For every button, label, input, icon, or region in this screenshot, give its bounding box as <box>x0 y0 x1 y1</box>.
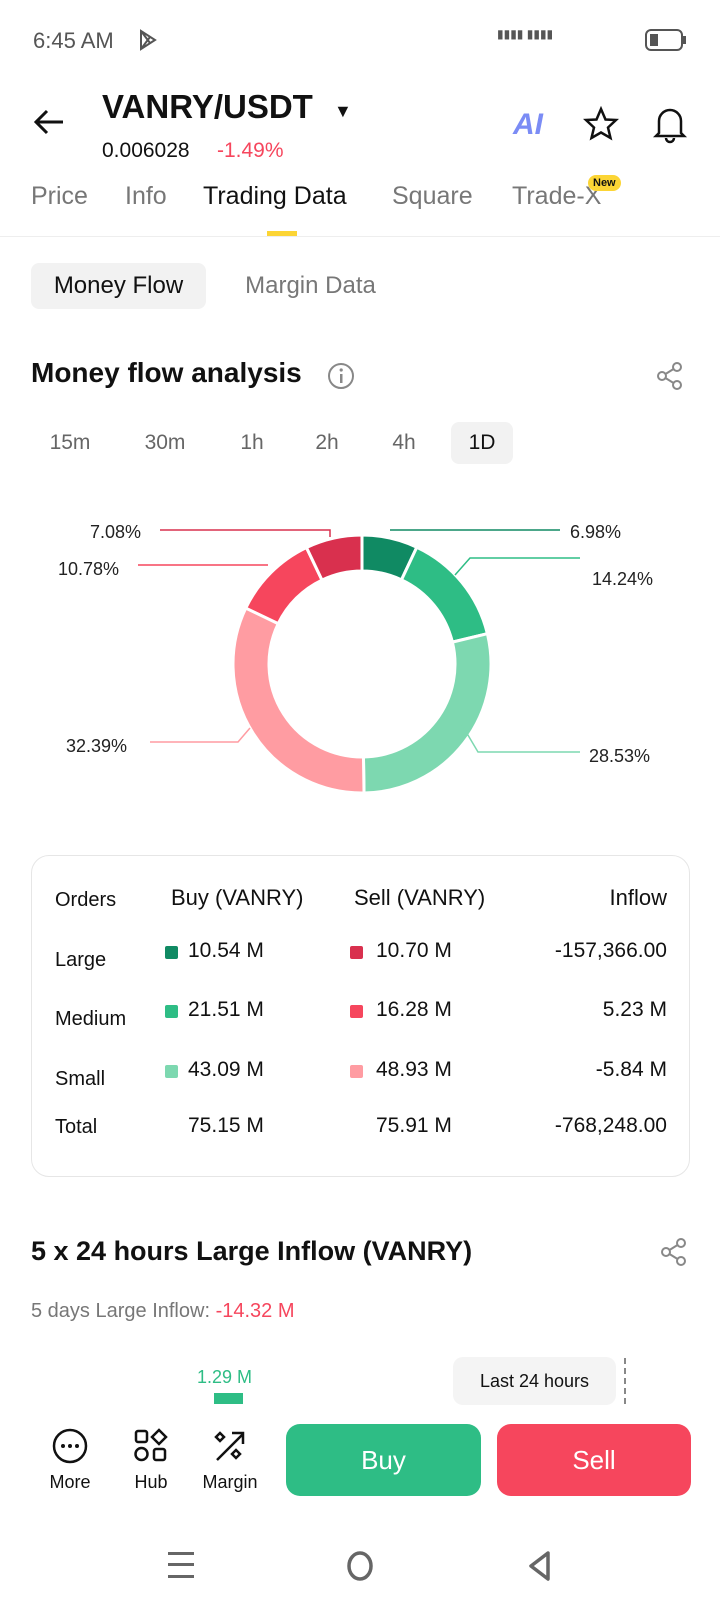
tab-square[interactable]: Square <box>392 182 473 210</box>
star-icon[interactable] <box>583 106 619 142</box>
slice-label: 7.08% <box>90 522 142 542</box>
sell-value: 48.93 M <box>376 1058 452 1081</box>
order-type: Medium <box>55 1008 127 1030</box>
last-price: 0.006028 <box>102 139 190 162</box>
header-buy: Buy (VANRY) <box>171 885 304 910</box>
order-type: Large <box>55 949 107 971</box>
slice-label: 6.98% <box>570 522 622 542</box>
slice-leader-line <box>454 557 580 576</box>
tooltip-last-24h: Last 24 hours <box>453 1357 616 1405</box>
section-title: Money flow analysis <box>31 357 302 388</box>
five-day-inflow: 5 days Large Inflow: -14.32 M <box>31 1300 295 1323</box>
battery-icon <box>645 29 686 51</box>
header-orders: Orders <box>55 889 117 911</box>
share-icon[interactable] <box>659 1237 689 1267</box>
inflow-value: -5.84 M <box>595 1058 667 1081</box>
inflow-value: -768,248.00 <box>554 1114 667 1137</box>
header-sell: Sell (VANRY) <box>354 885 486 910</box>
buy-button[interactable]: Buy <box>286 1424 481 1496</box>
new-badge: New <box>588 175 621 191</box>
inflow-value: 5.23 M <box>602 998 667 1021</box>
sell-value: 16.28 M <box>376 998 452 1021</box>
five-day-value: -14.32 M <box>215 1300 295 1322</box>
sell-legend-swatch <box>350 1005 363 1018</box>
section2-title: 5 x 24 hours Large Inflow (VANRY) <box>31 1236 473 1266</box>
buy-value: 10.54 M <box>188 939 264 962</box>
buy-legend-swatch <box>165 1065 178 1078</box>
inflow-value: -157,366.00 <box>554 939 667 962</box>
donut-slice-small-buy <box>361 631 493 795</box>
signal-icon: ▮▮▮▮ ▮▮▮▮ <box>497 27 554 41</box>
dropdown-caret-icon[interactable]: ▼ <box>334 101 352 121</box>
timeframe-1h[interactable]: 1h <box>240 431 264 454</box>
slice-leader-line <box>150 727 251 743</box>
slice-label: 10.78% <box>58 559 120 579</box>
share-icon[interactable] <box>655 361 685 391</box>
hub-icon[interactable] <box>133 1428 169 1464</box>
sell-value: 75.91 M <box>376 1114 452 1137</box>
money-flow-donut-chart <box>138 529 580 795</box>
header-inflow: Inflow <box>609 885 667 910</box>
slice-leader-line <box>160 529 331 537</box>
slice-label: 32.39% <box>66 736 128 756</box>
buy-value: 75.15 M <box>188 1114 264 1137</box>
more-icon[interactable] <box>52 1428 88 1464</box>
ai-icon[interactable]: AI <box>513 108 543 141</box>
price-change: -1.49% <box>217 139 284 162</box>
bar-value-label: 1.29 M <box>197 1367 253 1387</box>
buy-value: 21.51 M <box>188 998 264 1021</box>
active-tab-indicator <box>267 231 297 236</box>
back-arrow-icon[interactable] <box>33 108 65 136</box>
divider <box>0 236 720 237</box>
sell-legend-swatch <box>350 1065 363 1078</box>
buy-legend-swatch <box>165 1005 178 1018</box>
donut-slice-large-sell <box>304 533 364 583</box>
pair-title[interactable]: VANRY/USDT <box>102 88 313 125</box>
nav-home-icon[interactable] <box>345 1550 375 1582</box>
hub-label[interactable]: Hub <box>134 1472 168 1492</box>
inflow-bar <box>214 1393 243 1404</box>
buy-legend-swatch <box>165 946 178 959</box>
subtab-margin-data[interactable]: Margin Data <box>245 272 376 299</box>
crosshair-line <box>624 1358 626 1404</box>
bell-icon[interactable] <box>652 104 688 144</box>
sell-value: 10.70 M <box>376 939 452 962</box>
margin-icon[interactable] <box>212 1428 248 1464</box>
slice-label: 28.53% <box>589 746 651 766</box>
order-type: Total <box>55 1116 98 1138</box>
more-label[interactable]: More <box>49 1472 91 1492</box>
timeframe-15m[interactable]: 15m <box>49 431 91 454</box>
info-icon[interactable] <box>327 362 355 390</box>
timeframe-30m[interactable]: 30m <box>144 431 186 454</box>
play-store-icon <box>140 29 157 51</box>
donut-slice-small-sell <box>231 606 366 795</box>
status-time: 6:45 AM <box>33 28 114 53</box>
tab-trade-x[interactable]: Trade-X <box>512 182 602 210</box>
nav-back-icon[interactable] <box>527 1550 553 1582</box>
sell-legend-swatch <box>350 946 363 959</box>
margin-label[interactable]: Margin <box>202 1472 258 1492</box>
money-flow-table <box>31 855 690 1177</box>
timeframe-4h[interactable]: 4h <box>392 431 416 454</box>
nav-recents-icon[interactable] <box>167 1550 195 1580</box>
tab-info[interactable]: Info <box>125 182 167 210</box>
five-day-label: 5 days Large Inflow: <box>31 1300 210 1322</box>
sell-button[interactable]: Sell <box>497 1424 691 1496</box>
slice-leader-line <box>461 724 580 753</box>
timeframe-2h[interactable]: 2h <box>315 431 339 454</box>
order-type: Small <box>55 1068 106 1090</box>
tab-price[interactable]: Price <box>31 182 88 210</box>
buy-value: 43.09 M <box>188 1058 264 1081</box>
tab-trading-data[interactable]: Trading Data <box>203 182 347 210</box>
timeframe-1d[interactable]: 1D <box>451 422 513 464</box>
slice-label: 14.24% <box>592 569 654 589</box>
subtab-money-flow[interactable]: Money Flow <box>31 263 206 309</box>
donut-slice-medium-buy <box>399 545 490 644</box>
